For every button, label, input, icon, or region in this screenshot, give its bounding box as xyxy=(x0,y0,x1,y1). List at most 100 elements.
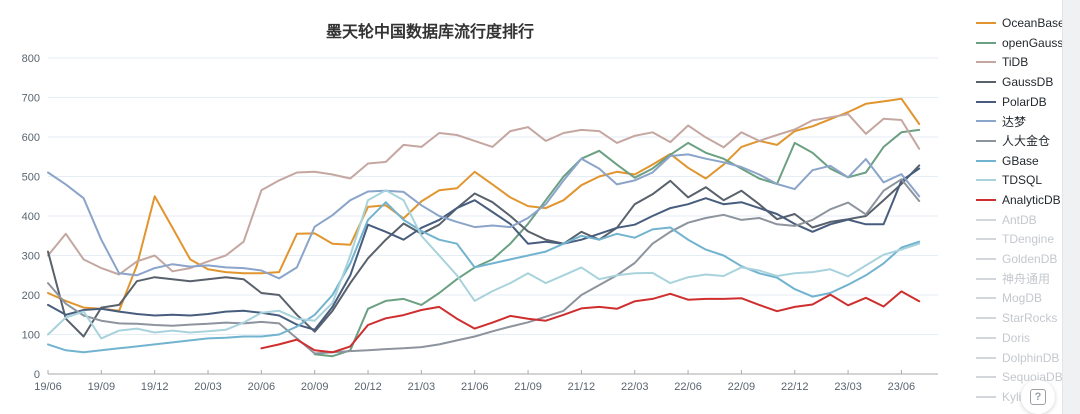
y-axis-label: 100 xyxy=(22,330,40,342)
legend-label: PolarDB xyxy=(1002,94,1047,109)
legend-item-TDSQL[interactable]: TDSQL xyxy=(976,171,1076,191)
legend-label: AnalyticDB xyxy=(1002,193,1061,208)
legend-swatch-icon xyxy=(976,277,996,280)
legend-label: TDSQL xyxy=(1002,173,1043,188)
chart-title: 墨天轮中国数据库流行度排行 xyxy=(325,24,535,41)
legend-swatch-icon xyxy=(976,258,996,261)
legend-label: 神舟通用 xyxy=(1002,272,1051,287)
x-axis-label: 20/06 xyxy=(248,381,276,393)
legend-swatch-icon xyxy=(976,395,996,398)
legend-item-GoldenDB[interactable]: GoldenDB xyxy=(976,249,1076,269)
vertical-scrollbar[interactable] xyxy=(1062,0,1080,414)
series-line-AnalyticDB xyxy=(260,290,921,354)
legend-item-GaussDB[interactable]: GaussDB xyxy=(976,72,1076,92)
legend-item-TiDB[interactable]: TiDB xyxy=(976,52,1076,72)
legend-item-AnalyticDB[interactable]: AnalyticDB xyxy=(976,190,1076,210)
x-axis-label: 22/06 xyxy=(674,381,702,393)
legend-label: GoldenDB xyxy=(1002,252,1058,267)
y-axis-label: 200 xyxy=(22,290,40,302)
series-line-PolarDB xyxy=(47,167,921,331)
legend-swatch-icon xyxy=(976,317,996,320)
legend-label: Doris xyxy=(1002,330,1031,345)
y-axis-label: 300 xyxy=(22,251,40,263)
series-line-TDSQL xyxy=(47,189,921,340)
legend-swatch-icon xyxy=(976,21,996,24)
legend-swatch-icon xyxy=(976,120,996,123)
legend-swatch-icon xyxy=(976,218,996,221)
legend-swatch-icon xyxy=(976,80,996,83)
legend-swatch-icon xyxy=(976,139,996,142)
x-axis-label: 21/03 xyxy=(408,381,436,393)
x-axis-label: 23/06 xyxy=(888,381,916,393)
legend-swatch-icon xyxy=(976,159,996,162)
legend-item-OceanBase[interactable]: OceanBase xyxy=(976,13,1076,33)
y-axis-label: 500 xyxy=(22,172,40,184)
legend-label: 人大金仓 xyxy=(1002,134,1051,149)
legend-label: TDengine xyxy=(1002,232,1055,247)
legend-item-Doris[interactable]: Doris xyxy=(976,328,1076,348)
legend-label: DolphinDB xyxy=(1002,350,1060,365)
legend-swatch-icon xyxy=(976,61,996,64)
legend-label: TiDB xyxy=(1002,55,1029,70)
legend-swatch-icon xyxy=(976,336,996,339)
x-axis-label: 22/03 xyxy=(621,381,649,393)
legend-item-StarRocks[interactable]: StarRocks xyxy=(976,308,1076,328)
x-axis-label: 23/03 xyxy=(834,381,862,393)
series-line-OceanBase xyxy=(47,97,921,312)
legend-item-GBase[interactable]: GBase xyxy=(976,151,1076,171)
x-axis-label: 19/12 xyxy=(141,381,169,393)
legend-item-PolarDB[interactable]: PolarDB xyxy=(976,92,1076,112)
y-axis-label: 0 xyxy=(34,369,40,381)
x-axis-label: 19/09 xyxy=(88,381,116,393)
line-chart-plot: 0 100 200 300 400 500 600 700 800 19/06 19/09 19/12… xyxy=(22,53,938,393)
x-axis-label: 21/06 xyxy=(461,381,489,393)
legend-item-人大金仓[interactable]: 人大金仓 xyxy=(976,131,1076,151)
legend-item-达梦[interactable]: 达梦 xyxy=(976,111,1076,131)
legend-item-DolphinDB[interactable]: DolphinDB xyxy=(976,348,1076,368)
legend-item-openGauss[interactable]: openGauss xyxy=(976,33,1076,53)
legend-swatch-icon xyxy=(976,100,996,103)
series-line-GaussDB xyxy=(47,164,921,338)
x-axis-label: 22/12 xyxy=(781,381,809,393)
legend-swatch-icon xyxy=(976,376,996,379)
chart-legend: OceanBase openGauss TiDB GaussDB PolarDB 达梦人大… xyxy=(976,13,1076,407)
legend-swatch-icon xyxy=(976,238,996,241)
series-line-人大金仓 xyxy=(47,178,921,355)
legend-label: StarRocks xyxy=(1002,311,1058,326)
legend-swatch-icon xyxy=(976,179,996,182)
y-axis-label: 600 xyxy=(22,132,40,144)
legend-swatch-icon xyxy=(976,297,996,300)
legend-item-神舟通用[interactable]: 神舟通用 xyxy=(976,269,1076,289)
x-axis-label: 22/09 xyxy=(728,381,756,393)
y-axis-label: 700 xyxy=(22,93,40,105)
legend-item-TDengine[interactable]: TDengine xyxy=(976,230,1076,250)
legend-item-SequoiaDB[interactable]: SequoiaDB xyxy=(976,367,1076,387)
legend-label: AntDB xyxy=(1002,212,1037,227)
y-axis-label: 800 xyxy=(22,53,40,65)
legend-label: GaussDB xyxy=(1002,74,1054,89)
legend-label: SequoiaDB xyxy=(1002,370,1063,385)
legend-label: MogDB xyxy=(1002,291,1043,306)
help-icon: ? xyxy=(1030,389,1046,405)
legend-label: OceanBase xyxy=(1002,15,1065,30)
x-axis-label: 19/06 xyxy=(34,381,62,393)
legend-swatch-icon xyxy=(976,41,996,44)
legend-label: GBase xyxy=(1002,153,1039,168)
y-axis-label: 400 xyxy=(22,211,40,223)
series-line-GBase xyxy=(47,201,921,354)
x-axis-label: 21/09 xyxy=(514,381,542,393)
x-axis-label: 20/09 xyxy=(301,381,329,393)
x-axis-label: 20/03 xyxy=(194,381,222,393)
help-button[interactable]: ? xyxy=(1021,380,1055,414)
x-axis-label: 20/12 xyxy=(354,381,382,393)
legend-label: openGauss xyxy=(1002,35,1064,50)
legend-item-AntDB[interactable]: AntDB xyxy=(976,210,1076,230)
legend-swatch-icon xyxy=(976,356,996,359)
series-line-TiDB xyxy=(47,113,921,276)
legend-swatch-icon xyxy=(976,199,996,202)
series-line-达梦 xyxy=(47,153,921,280)
legend-item-MogDB[interactable]: MogDB xyxy=(976,289,1076,309)
x-axis-label: 21/12 xyxy=(568,381,596,393)
series-line-openGauss xyxy=(313,128,921,358)
